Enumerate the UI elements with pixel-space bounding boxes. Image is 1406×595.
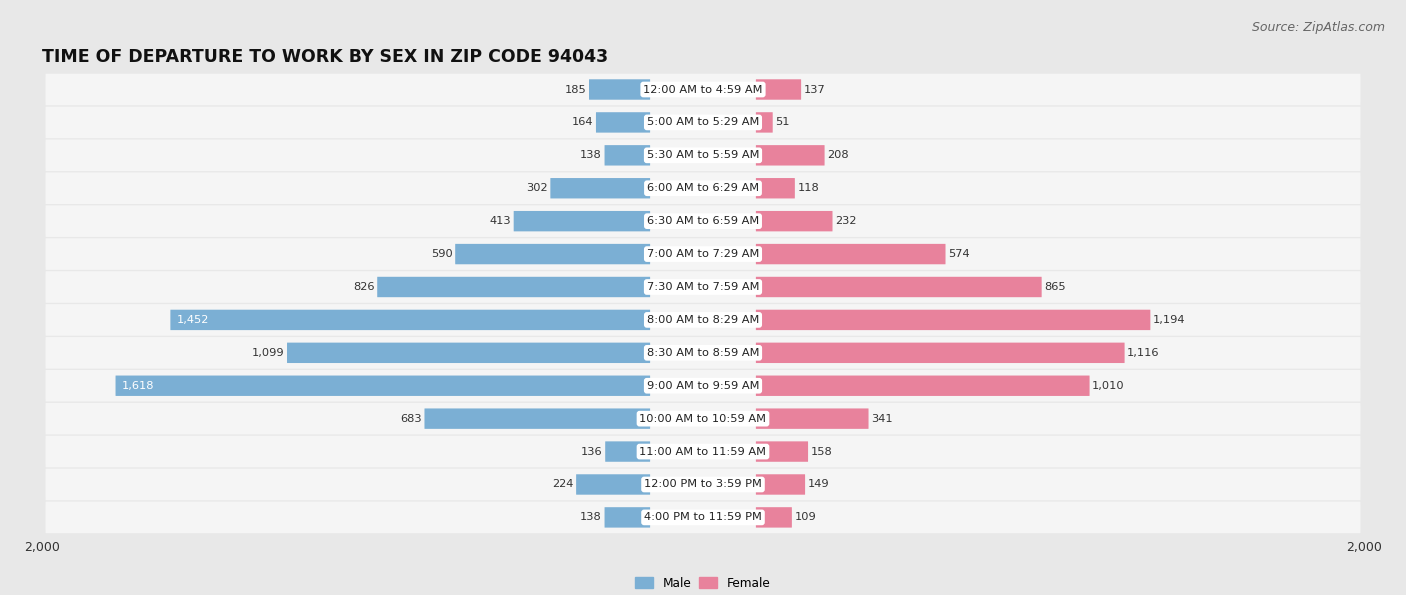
FancyBboxPatch shape	[45, 173, 1361, 204]
Text: 590: 590	[430, 249, 453, 259]
FancyBboxPatch shape	[287, 343, 650, 363]
Text: 149: 149	[807, 480, 830, 490]
Text: 208: 208	[827, 151, 849, 160]
Text: 118: 118	[797, 183, 820, 193]
Text: 138: 138	[581, 151, 602, 160]
FancyBboxPatch shape	[576, 474, 650, 494]
Text: 224: 224	[553, 480, 574, 490]
FancyBboxPatch shape	[605, 507, 650, 528]
FancyBboxPatch shape	[45, 304, 1361, 336]
FancyBboxPatch shape	[756, 507, 792, 528]
FancyBboxPatch shape	[605, 145, 650, 165]
Text: 1,618: 1,618	[121, 381, 155, 391]
Text: 1,452: 1,452	[176, 315, 208, 325]
Text: 8:30 AM to 8:59 AM: 8:30 AM to 8:59 AM	[647, 348, 759, 358]
Text: 136: 136	[581, 447, 603, 456]
Text: 137: 137	[804, 84, 825, 95]
Text: 6:30 AM to 6:59 AM: 6:30 AM to 6:59 AM	[647, 216, 759, 226]
FancyBboxPatch shape	[456, 244, 650, 264]
Text: 109: 109	[794, 512, 817, 522]
FancyBboxPatch shape	[115, 375, 650, 396]
Text: 1,010: 1,010	[1092, 381, 1125, 391]
FancyBboxPatch shape	[45, 403, 1361, 434]
Text: 9:00 AM to 9:59 AM: 9:00 AM to 9:59 AM	[647, 381, 759, 391]
Text: 4:00 PM to 11:59 PM: 4:00 PM to 11:59 PM	[644, 512, 762, 522]
Text: 6:00 AM to 6:29 AM: 6:00 AM to 6:29 AM	[647, 183, 759, 193]
FancyBboxPatch shape	[45, 140, 1361, 171]
Text: 1,116: 1,116	[1128, 348, 1160, 358]
Text: 5:30 AM to 5:59 AM: 5:30 AM to 5:59 AM	[647, 151, 759, 160]
FancyBboxPatch shape	[45, 370, 1361, 402]
Text: 683: 683	[401, 414, 422, 424]
FancyBboxPatch shape	[45, 107, 1361, 138]
FancyBboxPatch shape	[756, 211, 832, 231]
FancyBboxPatch shape	[45, 205, 1361, 237]
Text: 1,194: 1,194	[1153, 315, 1185, 325]
Legend: Male, Female: Male, Female	[636, 577, 770, 590]
Text: 51: 51	[775, 117, 790, 127]
Text: 232: 232	[835, 216, 856, 226]
Text: 7:30 AM to 7:59 AM: 7:30 AM to 7:59 AM	[647, 282, 759, 292]
Text: 826: 826	[353, 282, 374, 292]
FancyBboxPatch shape	[45, 436, 1361, 467]
FancyBboxPatch shape	[45, 238, 1361, 270]
FancyBboxPatch shape	[45, 271, 1361, 303]
FancyBboxPatch shape	[756, 343, 1125, 363]
FancyBboxPatch shape	[550, 178, 650, 199]
FancyBboxPatch shape	[589, 79, 650, 100]
Text: 10:00 AM to 10:59 AM: 10:00 AM to 10:59 AM	[640, 414, 766, 424]
Text: 12:00 PM to 3:59 PM: 12:00 PM to 3:59 PM	[644, 480, 762, 490]
FancyBboxPatch shape	[605, 441, 650, 462]
Text: 413: 413	[489, 216, 510, 226]
Text: 185: 185	[565, 84, 586, 95]
Text: 302: 302	[526, 183, 548, 193]
Text: 574: 574	[948, 249, 970, 259]
Text: 138: 138	[581, 512, 602, 522]
FancyBboxPatch shape	[756, 178, 794, 199]
Text: TIME OF DEPARTURE TO WORK BY SEX IN ZIP CODE 94043: TIME OF DEPARTURE TO WORK BY SEX IN ZIP …	[42, 48, 609, 67]
FancyBboxPatch shape	[756, 79, 801, 100]
Text: 865: 865	[1045, 282, 1066, 292]
FancyBboxPatch shape	[756, 408, 869, 429]
FancyBboxPatch shape	[45, 469, 1361, 500]
FancyBboxPatch shape	[756, 112, 773, 133]
FancyBboxPatch shape	[377, 277, 650, 297]
FancyBboxPatch shape	[596, 112, 650, 133]
FancyBboxPatch shape	[425, 408, 650, 429]
Text: 341: 341	[872, 414, 893, 424]
FancyBboxPatch shape	[45, 74, 1361, 105]
Text: Source: ZipAtlas.com: Source: ZipAtlas.com	[1251, 21, 1385, 34]
Text: 5:00 AM to 5:29 AM: 5:00 AM to 5:29 AM	[647, 117, 759, 127]
Text: 7:00 AM to 7:29 AM: 7:00 AM to 7:29 AM	[647, 249, 759, 259]
FancyBboxPatch shape	[756, 244, 945, 264]
FancyBboxPatch shape	[756, 145, 824, 165]
FancyBboxPatch shape	[756, 375, 1090, 396]
Text: 12:00 AM to 4:59 AM: 12:00 AM to 4:59 AM	[644, 84, 762, 95]
FancyBboxPatch shape	[170, 310, 650, 330]
FancyBboxPatch shape	[45, 502, 1361, 533]
Text: 11:00 AM to 11:59 AM: 11:00 AM to 11:59 AM	[640, 447, 766, 456]
Text: 8:00 AM to 8:29 AM: 8:00 AM to 8:29 AM	[647, 315, 759, 325]
Text: 158: 158	[811, 447, 832, 456]
FancyBboxPatch shape	[756, 310, 1150, 330]
Text: 164: 164	[572, 117, 593, 127]
FancyBboxPatch shape	[756, 277, 1042, 297]
FancyBboxPatch shape	[756, 474, 806, 494]
FancyBboxPatch shape	[513, 211, 650, 231]
FancyBboxPatch shape	[756, 441, 808, 462]
FancyBboxPatch shape	[45, 337, 1361, 369]
Text: 1,099: 1,099	[252, 348, 284, 358]
